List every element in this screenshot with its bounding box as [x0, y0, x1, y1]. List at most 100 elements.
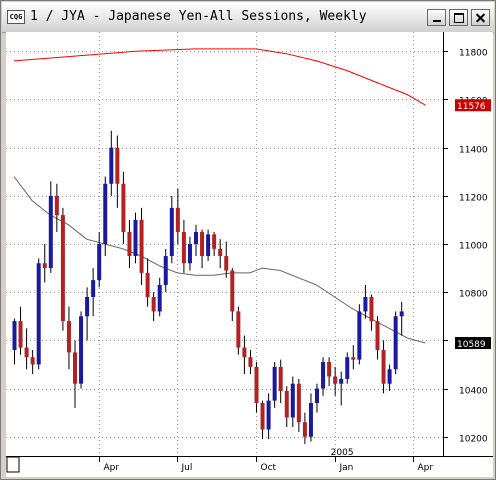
candle: [345, 352, 350, 384]
candle: [278, 359, 283, 403]
candle: [24, 328, 29, 370]
candle-body: [12, 321, 17, 350]
x-tick-label: Apr: [418, 463, 434, 473]
candle: [254, 362, 259, 413]
candle-body: [151, 297, 156, 312]
candle: [169, 195, 174, 264]
x-tick-label: Apr: [104, 463, 120, 473]
candle: [127, 219, 132, 269]
candle-body: [42, 263, 47, 269]
candle-body: [66, 321, 71, 353]
candle: [357, 304, 362, 365]
candle: [290, 376, 295, 428]
candle-body: [109, 147, 114, 184]
price-label: 11576: [457, 102, 486, 112]
candle-body: [333, 376, 338, 384]
candle-body: [91, 280, 96, 297]
minimize-button[interactable]: [427, 9, 446, 26]
window-title: 1 / JYA - Japanese Yen-All Sessions, Wee…: [30, 9, 367, 24]
maximize-button[interactable]: [449, 9, 468, 26]
candle-body: [315, 388, 319, 403]
candle-body: [36, 263, 41, 365]
candle: [18, 306, 23, 355]
candle: [218, 239, 223, 269]
candle-body: [79, 316, 84, 384]
candle: [266, 393, 271, 440]
candle-body: [399, 311, 404, 317]
candle: [315, 383, 319, 413]
candle-body: [284, 390, 289, 418]
candle-body: [363, 297, 368, 312]
candle: [327, 357, 332, 387]
candle: [375, 316, 380, 360]
candle-body: [242, 347, 247, 358]
candle-body: [30, 357, 35, 365]
candle: [12, 318, 17, 365]
candle: [369, 294, 374, 331]
candle-body: [121, 183, 126, 232]
moving-average-short: [13, 176, 426, 344]
candle-body: [369, 297, 374, 322]
candle-body: [18, 321, 23, 348]
y-tick-label: 11400: [459, 146, 488, 156]
candle-body: [218, 248, 223, 257]
candle: [236, 306, 241, 355]
candle: [260, 400, 265, 440]
candle-body: [327, 362, 332, 377]
candle-body: [224, 256, 229, 271]
candle-body: [73, 352, 77, 384]
candle-body: [351, 357, 356, 360]
candle: [206, 229, 211, 261]
candle-body: [393, 316, 398, 370]
candle-body: [345, 357, 350, 379]
close-button[interactable]: [471, 9, 490, 26]
candle: [212, 231, 217, 257]
candle-body: [206, 234, 211, 257]
candle-body: [230, 270, 235, 312]
candle: [224, 241, 229, 278]
candle: [85, 287, 90, 341]
candle: [248, 350, 253, 375]
candle-body: [266, 400, 271, 430]
candle: [339, 371, 344, 406]
candle-body: [357, 311, 362, 360]
candle-body: [339, 378, 344, 384]
candle: [242, 335, 247, 375]
candle: [399, 301, 404, 336]
candle: [36, 258, 41, 370]
price-label-box: [455, 337, 491, 350]
candle-body: [103, 183, 108, 244]
candle: [381, 340, 386, 394]
candle: [363, 284, 368, 319]
candle-body: [54, 195, 59, 216]
y-tick-label: 10200: [459, 435, 488, 445]
candle-body: [133, 219, 138, 257]
candle: [30, 350, 35, 375]
candle: [163, 248, 168, 293]
price-label-box: [455, 99, 491, 112]
year-label: 2005: [331, 448, 354, 458]
candle: [115, 135, 120, 208]
candle-body: [163, 256, 168, 285]
candle-body: [260, 403, 265, 430]
y-tick-label: 11200: [459, 194, 488, 204]
candle: [133, 212, 138, 264]
title-bar[interactable]: CQG 1 / JYA - Japanese Yen-All Sessions,…: [2, 2, 494, 33]
candle-body: [145, 272, 150, 297]
candle-body: [127, 231, 132, 257]
candle: [181, 219, 186, 273]
x-tick-label: Oct: [261, 463, 277, 473]
candle: [333, 366, 338, 396]
app-logo-icon[interactable]: CQG: [7, 10, 25, 24]
candle: [272, 362, 277, 408]
candle: [351, 345, 356, 370]
x-tick-label: Jul: [181, 463, 193, 473]
candle: [54, 183, 59, 232]
candle-body: [248, 357, 253, 367]
candle: [175, 188, 180, 244]
candle: [387, 364, 392, 391]
y-tick-label: 10400: [459, 387, 488, 397]
candle: [91, 268, 96, 317]
candle-body: [212, 234, 217, 249]
